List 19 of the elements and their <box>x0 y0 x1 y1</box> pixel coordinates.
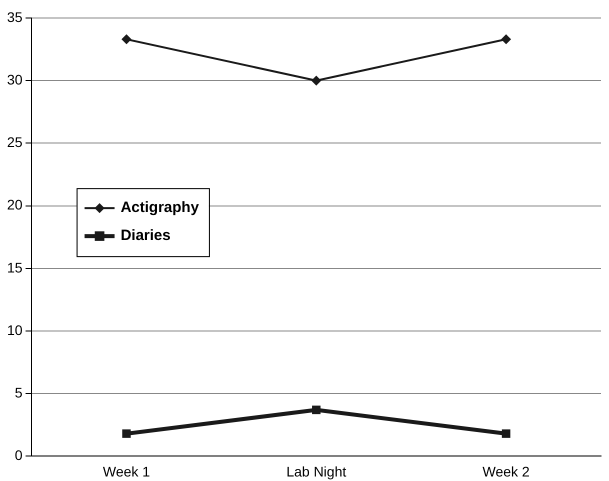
y-tick-label: 0 <box>14 447 23 464</box>
legend-label: Diaries <box>120 227 171 244</box>
y-tick-label: 30 <box>6 71 23 88</box>
x-tick-label: Week 1 <box>102 463 150 480</box>
y-tick-label: 35 <box>6 8 23 25</box>
point <box>121 34 132 44</box>
legend-label: Actigraphy <box>120 199 200 216</box>
point <box>502 429 510 438</box>
point <box>311 76 322 86</box>
y-tick-label: 15 <box>6 259 23 276</box>
y-tick-label: 20 <box>6 196 23 213</box>
x-tick-label: Lab Night <box>286 463 346 480</box>
point <box>312 406 321 414</box>
y-tick-label: 10 <box>6 322 23 338</box>
point <box>122 429 131 438</box>
point <box>501 34 512 44</box>
x-tick-label: Week 2 <box>482 463 530 480</box>
y-tick-label: 25 <box>6 134 23 150</box>
y-tick-label: 5 <box>14 384 23 400</box>
